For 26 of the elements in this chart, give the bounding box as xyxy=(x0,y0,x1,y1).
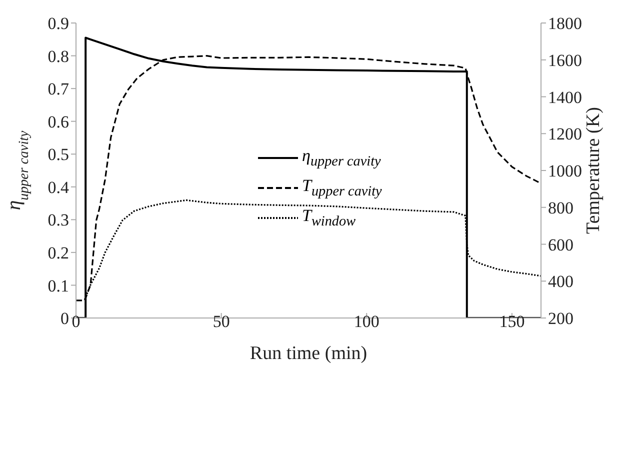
y2-tick-label: 400 xyxy=(548,272,574,292)
y2-tick-label: 600 xyxy=(548,235,574,254)
y-tick-label: 0.1 xyxy=(48,276,69,296)
y-tick-label: 0.3 xyxy=(48,210,69,230)
y2-axis-title: Temperature (K) xyxy=(583,107,604,234)
y2-tick-label: 1400 xyxy=(548,88,582,107)
y2-tick-label: 1800 xyxy=(548,14,582,34)
y-tick-label: 0.5 xyxy=(48,145,69,164)
legend-label: T$_{window}$ xyxy=(302,206,356,230)
y2-tick-label: 1000 xyxy=(548,162,582,181)
y-tick-label: 0.9 xyxy=(48,14,69,34)
x-axis-title: Run time (min) xyxy=(250,343,368,364)
y-tick-label: 0.4 xyxy=(48,178,70,197)
y2-tick-label: 1600 xyxy=(548,50,582,70)
y-tick-label: 0.7 xyxy=(48,80,70,99)
y2-tick-label: 800 xyxy=(548,198,574,218)
y-tick-label: 0.6 xyxy=(48,112,69,132)
legend-label: η$_{upper cavity}$ xyxy=(302,146,381,170)
x-tick-label: 50 xyxy=(212,312,230,332)
y-tick-label: 0.2 xyxy=(48,243,69,262)
y-tick-label: 0.8 xyxy=(48,46,69,66)
y2-tick-label: 1200 xyxy=(548,124,582,144)
x-tick-label: 100 xyxy=(354,312,380,332)
x-tick-label: 150 xyxy=(499,312,525,332)
y2-tick-label: 200 xyxy=(548,309,574,328)
legend-label: T$_{upper cavity}$ xyxy=(302,176,382,200)
